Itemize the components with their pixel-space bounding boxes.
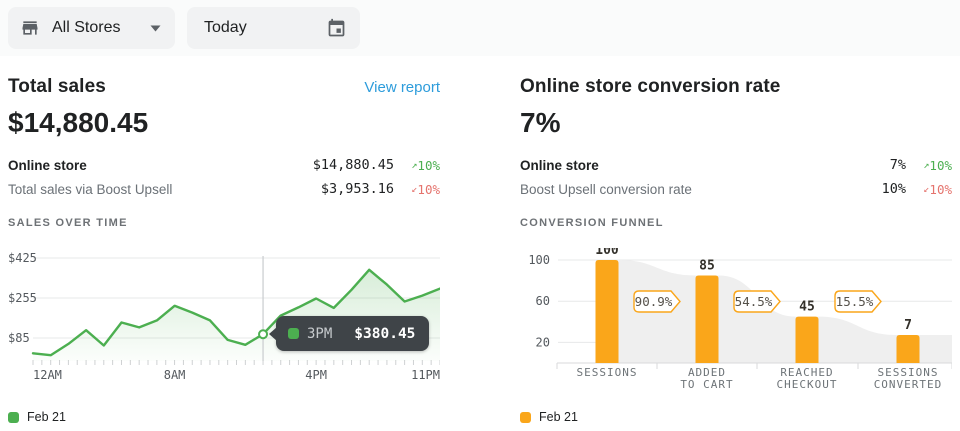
sales-legend: Feb 21 bbox=[8, 410, 440, 424]
date-range-label: Today bbox=[204, 19, 247, 36]
funnel-legend-swatch bbox=[520, 411, 531, 423]
metric-label: Online store bbox=[520, 157, 599, 173]
svg-text:CHECKOUT: CHECKOUT bbox=[777, 378, 838, 390]
metric-label: Online store bbox=[8, 157, 87, 173]
calendar-icon bbox=[326, 18, 347, 39]
svg-text:85: 85 bbox=[699, 258, 715, 273]
funnel-legend-label: Feb 21 bbox=[539, 410, 578, 424]
svg-text:20: 20 bbox=[536, 335, 550, 349]
funnel-chart-svg[interactable]: 100 60 20 100 85 45 7 90.9% 54.5% 15.5% SESSIONS AD… bbox=[520, 248, 952, 390]
svg-text:ADDED: ADDED bbox=[688, 366, 726, 379]
metric-value: $14,880.45 bbox=[312, 157, 394, 173]
store-selector-button[interactable]: All Stores bbox=[8, 7, 175, 49]
svg-text:100: 100 bbox=[595, 248, 619, 258]
svg-text:4PM: 4PM bbox=[305, 368, 327, 382]
total-sales-title: Total sales bbox=[8, 76, 106, 97]
conversion-funnel-chart[interactable]: 100 60 20 100 85 45 7 90.9% 54.5% 15.5% SESSIONS AD… bbox=[520, 248, 952, 390]
metric-delta: ↗10% bbox=[923, 157, 952, 173]
svg-text:REACHED: REACHED bbox=[780, 366, 833, 379]
svg-text:8AM: 8AM bbox=[164, 368, 186, 382]
chevron-down-icon bbox=[150, 25, 161, 32]
delta-arrow-icon: ↗ bbox=[411, 159, 418, 171]
svg-text:$425: $425 bbox=[8, 251, 37, 265]
metric-delta: ↗10% bbox=[411, 157, 440, 173]
svg-text:45: 45 bbox=[799, 300, 815, 315]
metric-row: Online store $14,880.45 ↗10% bbox=[8, 153, 440, 177]
metric-label: Boost Upsell conversion rate bbox=[520, 181, 692, 197]
total-sales-panel: Total sales View report $14,880.45 Onlin… bbox=[8, 56, 440, 424]
svg-text:11PM: 11PM bbox=[411, 368, 440, 382]
svg-text:54.5%: 54.5% bbox=[735, 294, 773, 309]
metric-label: Total sales via Boost Upsell bbox=[8, 181, 173, 197]
svg-text:$85: $85 bbox=[8, 331, 30, 345]
conversion-rate-value: 7% bbox=[520, 107, 561, 138]
sales-legend-swatch bbox=[8, 411, 19, 423]
svg-text:7: 7 bbox=[904, 318, 912, 333]
svg-text:TO CART: TO CART bbox=[680, 378, 733, 390]
svg-text:15.5%: 15.5% bbox=[836, 294, 874, 309]
metric-delta: ↙10% bbox=[411, 181, 440, 197]
sales-over-time-label: SALES OVER TIME bbox=[8, 217, 128, 229]
topbar: All Stores Today bbox=[0, 0, 960, 56]
view-report-link[interactable]: View report bbox=[364, 79, 440, 96]
storefront-icon bbox=[20, 18, 40, 38]
metric-value: 7% bbox=[889, 157, 906, 173]
metric-value: 10% bbox=[881, 181, 906, 197]
svg-text:100: 100 bbox=[528, 253, 550, 267]
metric-value: $3,953.16 bbox=[320, 181, 394, 197]
metric-delta: ↙10% bbox=[923, 181, 952, 197]
total-sales-metric-list: Online store $14,880.45 ↗10% Total sales… bbox=[8, 153, 440, 201]
conversion-rate-panel: Online store conversion rate 7% Online s… bbox=[520, 56, 952, 424]
metric-row: Online store 7% ↗10% bbox=[520, 153, 952, 177]
total-sales-value: $14,880.45 bbox=[8, 107, 149, 138]
delta-arrow-icon: ↙ bbox=[411, 183, 418, 195]
metric-row: Total sales via Boost Upsell $3,953.16 ↙… bbox=[8, 177, 440, 201]
svg-text:SESSIONS: SESSIONS bbox=[577, 366, 638, 379]
delta-arrow-icon: ↙ bbox=[923, 183, 930, 195]
tooltip-time-label: 3PM bbox=[307, 325, 333, 342]
svg-text:12AM: 12AM bbox=[33, 368, 62, 382]
conversion-metric-list: Online store 7% ↗10% Boost Upsell conver… bbox=[520, 153, 952, 201]
svg-text:60: 60 bbox=[536, 294, 550, 308]
delta-arrow-icon: ↗ bbox=[923, 159, 930, 171]
sales-over-time-chart[interactable]: $425 $255 $85 12AM 8AM 4PM 11PM 3PM $380.45 bbox=[8, 248, 440, 383]
chart-tooltip: 3PM $380.45 bbox=[276, 316, 430, 351]
svg-text:$255: $255 bbox=[8, 291, 37, 305]
svg-text:90.9%: 90.9% bbox=[635, 294, 673, 309]
conversion-funnel-label: CONVERSION FUNNEL bbox=[520, 217, 664, 229]
metric-row: Boost Upsell conversion rate 10% ↙10% bbox=[520, 177, 952, 201]
tooltip-series-swatch bbox=[288, 328, 299, 339]
tooltip-value: $380.45 bbox=[354, 325, 416, 342]
svg-text:CONVERTED: CONVERTED bbox=[874, 378, 943, 390]
date-range-button[interactable]: Today bbox=[187, 7, 360, 49]
conversion-rate-title: Online store conversion rate bbox=[520, 76, 781, 97]
sales-legend-label: Feb 21 bbox=[27, 410, 66, 424]
store-selector-label: All Stores bbox=[52, 19, 121, 36]
funnel-legend: Feb 21 bbox=[520, 410, 952, 424]
svg-text:SESSIONS: SESSIONS bbox=[878, 366, 939, 379]
